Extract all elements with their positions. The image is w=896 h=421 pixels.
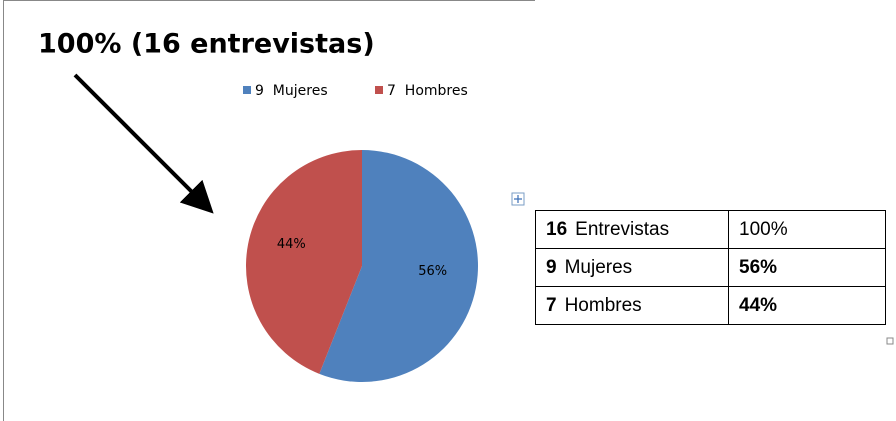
- legend-label: 9 Mujeres: [255, 83, 328, 99]
- pie-slice: [246, 150, 362, 374]
- cell-number: 7: [546, 294, 557, 316]
- legend-swatch: [243, 86, 251, 94]
- table-row: 16 Entrevistas 100%: [535, 210, 886, 249]
- move-handle[interactable]: [511, 192, 525, 206]
- legend-swatch: [375, 86, 383, 94]
- cell-label: Mujeres: [564, 256, 633, 278]
- table-cell: 56%: [728, 248, 886, 287]
- data-label: 56%: [418, 264, 447, 279]
- cell-number: 9: [546, 256, 557, 278]
- arrow: [73, 73, 214, 214]
- chart-title: 100% (16 entrevistas): [38, 29, 375, 60]
- cell-label: Entrevistas: [575, 218, 670, 240]
- table-cell: 7 Hombres: [535, 286, 729, 325]
- table-cell: 100%: [728, 210, 886, 249]
- pie-slice: [319, 150, 478, 382]
- cell-label: Hombres: [564, 294, 642, 316]
- table-cell: 44%: [728, 286, 886, 325]
- data-label: 44%: [277, 237, 306, 252]
- summary-table: 16 Entrevistas 100% 9 Mujeres 56% 7 Hombres 44%: [535, 210, 886, 325]
- resize-handle[interactable]: [886, 337, 894, 345]
- table-cell: 9 Mujeres: [535, 248, 729, 287]
- table-row: 9 Mujeres 56%: [535, 248, 886, 287]
- table-row: 7 Hombres 44%: [535, 286, 886, 325]
- legend-label: 7 Hombres: [387, 83, 468, 99]
- table-cell: 16 Entrevistas: [535, 210, 729, 249]
- cell-number: 16: [546, 218, 568, 240]
